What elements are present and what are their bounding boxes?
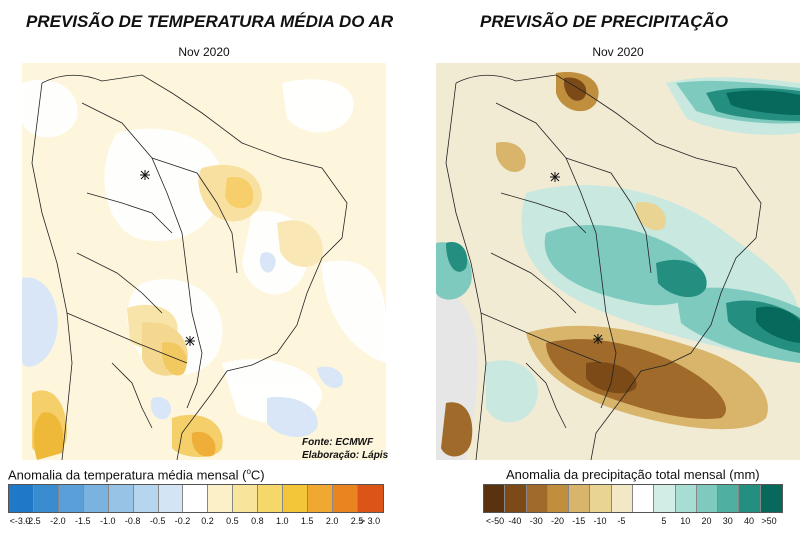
precipitation-legend-swatch: [569, 485, 591, 512]
temperature-legend-swatch: [108, 485, 134, 512]
temperature-legend-tick-label: 1.5: [300, 516, 314, 526]
temperature-legend-swatch: [283, 485, 309, 512]
temperature-legend-tick-label: 1.0: [276, 516, 289, 526]
temperature-legend-tick-label: 0.2: [201, 516, 214, 526]
precipitation-legend-swatch: [654, 485, 676, 512]
precipitation-legend-tick-label: -40: [508, 516, 522, 526]
precipitation-legend-tick-label: -20: [550, 516, 565, 526]
precipitation-legend-swatch: [505, 485, 527, 512]
precipitation-legend-swatch: [484, 485, 506, 512]
temperature-legend-tick-label: <-3.0: [9, 516, 31, 526]
temperature-legend-swatch: [308, 485, 333, 512]
precipitation-legend-swatch: [696, 485, 719, 512]
temperature-legend-swatch: [332, 485, 358, 512]
temperature-legend-swatch: [133, 485, 159, 512]
precipitation-legend-swatch: [590, 485, 612, 512]
right-panel-subtitle: Nov 2020: [592, 45, 644, 59]
temperature-anomaly-map: [22, 63, 386, 460]
temperature-legend-tick-label: -2.0: [50, 516, 66, 526]
right-legend-title: Anomalia da precipitação total mensal (m…: [506, 467, 760, 482]
credit-source: Fonte: ECMWF: [302, 437, 374, 448]
temperature-legend-swatch: [58, 485, 84, 512]
precipitation-legend-swatch: [526, 485, 548, 512]
temperature-legend-swatch: [208, 485, 234, 512]
temperature-legend-swatch: [9, 485, 34, 512]
precipitation-legend-swatch: [718, 485, 740, 512]
temperature-legend-tick-label: 0.8: [251, 516, 264, 526]
temperature-legend-tick-label: -0.2: [174, 516, 191, 526]
precipitation-legend-tick-label: -5: [617, 516, 626, 526]
precipitation-legend-swatch: [760, 485, 782, 512]
precipitation-legend-tick-label: 30: [722, 516, 733, 526]
precipitation-legend-ticks: <-50 -40 -30 -20 -15 -10 -5 5 10 20 30 40 >50: [483, 516, 781, 528]
precipitation-legend-swatch: [547, 485, 570, 512]
precipitation-legend-tick-label: 40: [744, 516, 755, 526]
temperature-legend-tick-label: -2.5: [25, 516, 41, 526]
precipitation-legend-tick-label: 10: [680, 516, 691, 526]
precipitation-legend-tick-label: >50: [761, 516, 777, 526]
left-legend-title: Anomalia da temperatura média mensal (oC…: [8, 467, 265, 483]
precipitation-legend-swatch: [611, 485, 633, 512]
precipitation-legend-tick-label: 5: [661, 516, 667, 526]
precipitation-legend-tick-label: 20: [701, 516, 712, 526]
temperature-legend-swatch: [233, 485, 259, 512]
precipitation-legend-tick-label: <-50: [485, 516, 505, 526]
temperature-legend-tick-label: -0.8: [124, 516, 141, 526]
temperature-legend-tick-label: -1.0: [99, 516, 116, 526]
precipitation-legend-tick-label: -30: [529, 516, 543, 526]
temperature-legend-swatch: [183, 485, 209, 512]
temperature-legend-colorbar: [8, 484, 384, 513]
temperature-legend-tick-label: -1.5: [75, 516, 91, 526]
temperature-legend-swatch: [258, 485, 284, 512]
precipitation-anomaly-map: [436, 63, 800, 460]
precipitation-legend-swatch: [632, 485, 655, 512]
precipitation-legend-colorbar: [483, 484, 783, 513]
right-panel-title: PREVISÃO DE PRECIPITAÇÃO: [480, 12, 729, 31]
temperature-legend-tick-label: > 3.0: [359, 516, 381, 526]
temperature-legend-swatch: [83, 485, 109, 512]
precipitation-legend-tick-label: -15: [572, 516, 586, 526]
temperature-legend-tick-label: 2.0: [325, 516, 339, 526]
left-panel-subtitle: Nov 2020: [178, 45, 230, 59]
precipitation-legend-swatch: [675, 485, 697, 512]
temperature-legend-ticks: <-3.0 -2.5 -2.0 -1.5 -1.0 -0.8 -0.5 -0.2 0.2 0.5 0…: [8, 516, 382, 528]
temperature-legend-tick-label: 0.5: [226, 516, 239, 526]
temperature-legend-tick-label: 2.5: [350, 516, 364, 526]
left-panel-title: PREVISÃO DE TEMPERATURA MÉDIA DO AR: [26, 12, 394, 31]
temperature-legend-tick-label: -0.5: [149, 516, 166, 526]
temperature-legend-swatch: [357, 485, 383, 512]
credit-author: Elaboração: Lápis: [302, 450, 389, 461]
precipitation-legend-swatch: [739, 485, 761, 512]
precipitation-legend-tick-label: -10: [593, 516, 607, 526]
temperature-legend-swatch: [158, 485, 184, 512]
temperature-legend-swatch: [33, 485, 59, 512]
